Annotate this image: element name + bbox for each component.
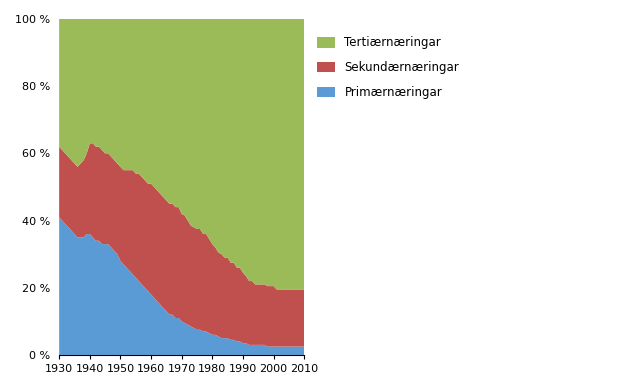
Legend: Tertiærnæringar, Sekundærnæringar, Primærnæringar: Tertiærnæringar, Sekundærnæringar, Primæ… [313,32,464,104]
